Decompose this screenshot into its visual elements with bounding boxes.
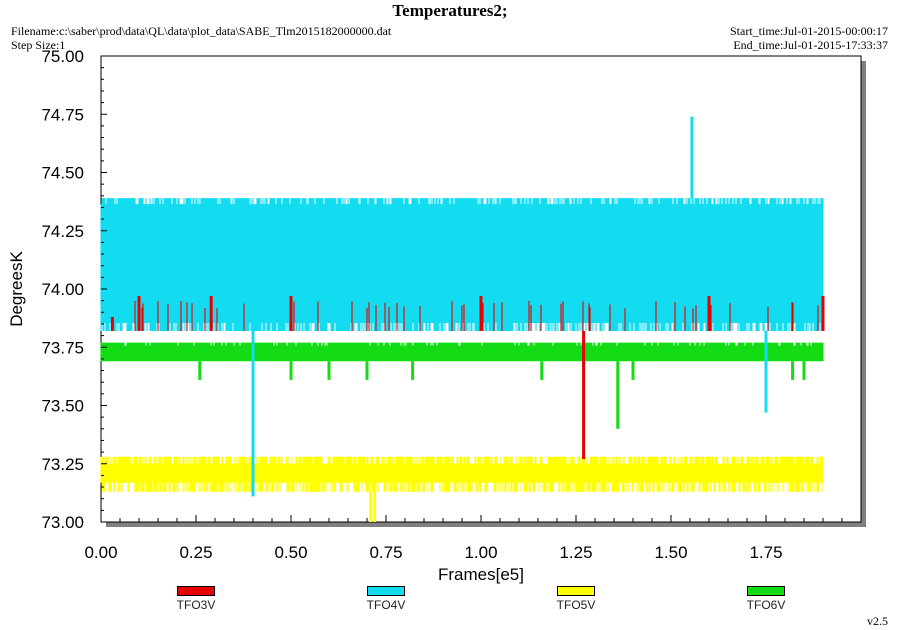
series-spike — [802, 361, 806, 380]
series-spike — [137, 295, 141, 331]
y-tick-label: 73.50 — [41, 397, 84, 416]
x-tick-label: 1.50 — [654, 543, 687, 562]
legend-label-tfo3v: TFO3V — [176, 598, 216, 612]
y-tick-label: 74.75 — [41, 105, 84, 124]
series-layer — [100, 116, 825, 522]
legend-item-tfo6v: TFO6V — [736, 586, 796, 612]
y-axis-label: DegreesK — [7, 251, 26, 327]
series-spike — [198, 361, 202, 380]
x-tick-label: 1.75 — [749, 543, 782, 562]
y-tick-label: 74.50 — [41, 164, 84, 183]
series-spike — [365, 361, 369, 380]
y-tick-label: 73.00 — [41, 513, 84, 532]
legend-swatch-tfo5v — [557, 586, 595, 596]
y-tick-label: 75.00 — [41, 47, 84, 66]
legend-label-tfo5v: TFO5V — [556, 598, 596, 612]
series-spike — [479, 295, 483, 331]
series-band — [100, 342, 824, 362]
series-spike — [764, 330, 768, 413]
legend-item-tfo3v: TFO3V — [166, 586, 226, 612]
legend-label-tfo4v: TFO4V — [366, 598, 406, 612]
x-tick-label: 0.25 — [179, 543, 212, 562]
series-spike — [631, 361, 635, 380]
series-tfo3v — [110, 295, 825, 460]
x-tick-label: 0.50 — [274, 543, 307, 562]
end-time-label: End_time:Jul-01-2015-17:33:37 — [733, 38, 888, 52]
series-spike — [707, 295, 711, 331]
series-spike — [289, 295, 293, 331]
x-axis-label: Frames[e5] — [438, 565, 524, 584]
filename-label: Filename:c:\saber\prod\data\QL\data\plot… — [11, 24, 392, 38]
axis-layer: 73.00 73.25 73.50 73.75 74.00 74.25 74.50 74.75… — [41, 47, 843, 562]
series-spike — [690, 116, 694, 199]
version-label: v2.5 — [867, 614, 888, 628]
series-spike — [289, 361, 293, 380]
series-spike — [251, 330, 255, 497]
legend-item-tfo5v: TFO5V — [546, 586, 606, 612]
chart-title: Temperatures2; — [392, 1, 508, 20]
y-tick-label: 74.00 — [41, 280, 84, 299]
series-spike — [540, 361, 544, 380]
start-time-label: Start_time:Jul-01-2015-00:00:17 — [730, 24, 888, 38]
x-tick-label: 0.00 — [84, 543, 117, 562]
series-spike — [209, 295, 213, 331]
legend-label-tfo6v: TFO6V — [746, 598, 786, 612]
series-spike — [411, 361, 415, 380]
series-spike — [582, 330, 586, 460]
series-spike — [821, 295, 825, 331]
series-spike — [616, 361, 620, 429]
y-tick-label: 73.75 — [41, 338, 84, 357]
legend-swatch-tfo4v — [367, 586, 405, 596]
series-spike — [373, 491, 377, 522]
series-tfo4v — [100, 116, 824, 497]
legend-item-tfo4v: TFO4V — [356, 586, 416, 612]
series-band — [100, 456, 824, 492]
legend-swatch-tfo6v — [747, 586, 785, 596]
x-tick-label: 1.25 — [559, 543, 592, 562]
x-tick-label: 0.75 — [369, 543, 402, 562]
legend-swatch-tfo3v — [177, 586, 215, 596]
y-tick-label: 74.25 — [41, 222, 84, 241]
x-tick-label: 1.00 — [464, 543, 497, 562]
step-size-label: Step Size:1 — [11, 38, 66, 52]
series-band — [134, 300, 819, 331]
series-spike — [369, 491, 373, 522]
y-tick-label: 73.25 — [41, 455, 84, 474]
series-spike — [110, 316, 114, 331]
series-spike — [791, 361, 795, 380]
series-spike — [327, 361, 331, 380]
series-band — [100, 198, 824, 331]
series-tfo5v — [100, 456, 824, 522]
